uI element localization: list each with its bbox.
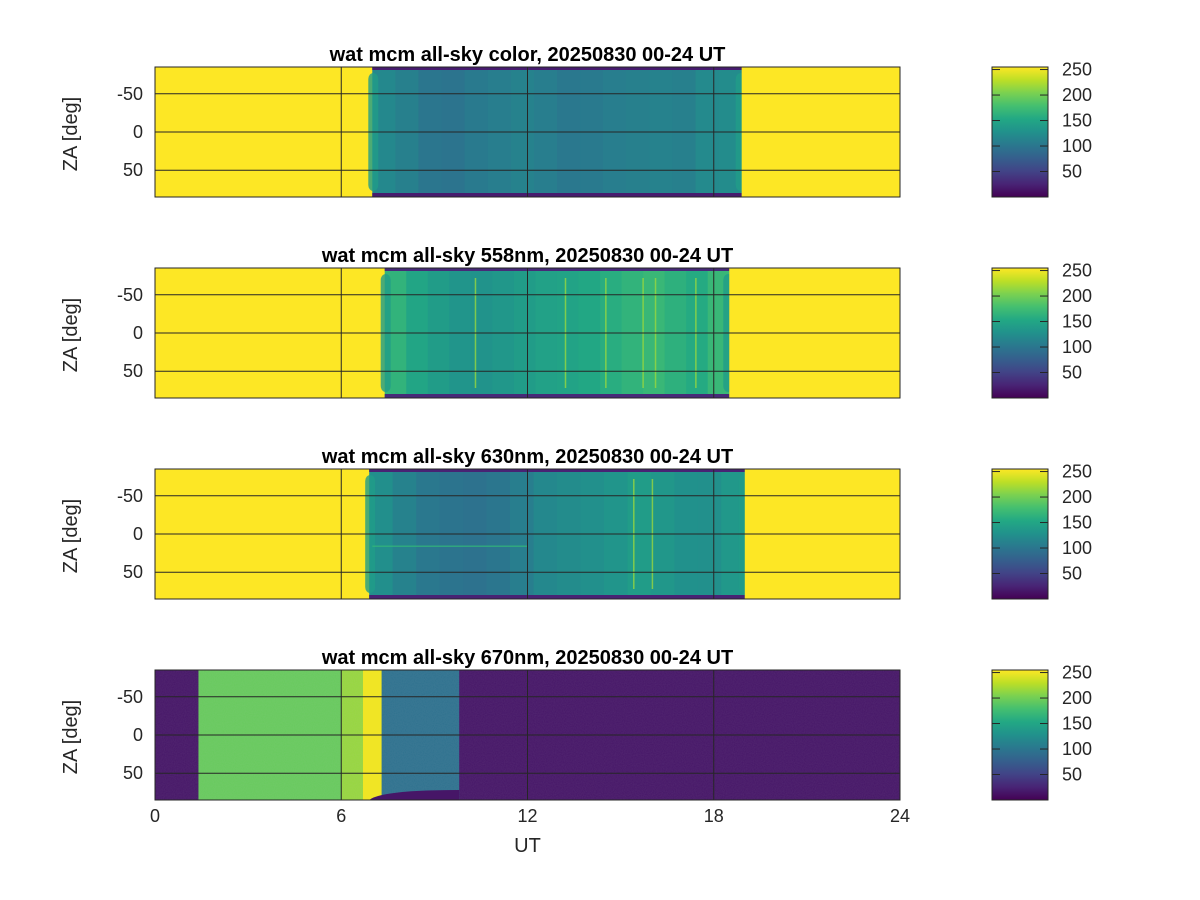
heatmap [155,67,901,197]
xtick-label: 0 [150,806,160,826]
colorbar-tick-label: 150 [1062,513,1092,533]
axes-box [154,267,901,399]
panel-3: wat mcm all-sky 630nm, 20250830 00-24 UT… [60,446,1092,600]
horizon-edge-bottom [369,790,460,800]
grid [155,268,900,398]
colorbar-tick-label: 150 [1062,714,1092,734]
ytick-label: 0 [133,323,143,343]
colorbar: 50 100 150 200 250 [991,261,1092,399]
ylabel: ZA [deg] [60,700,82,775]
colorbar-tick-label: 50 [1062,765,1082,785]
grid [155,67,900,197]
panel-2: wat mcm all-sky 558nm, 20250830 00-24 UT… [60,245,1092,399]
ytick-label: -50 [117,84,143,104]
grid [155,670,900,800]
panel-title: wat mcm all-sky 670nm, 20250830 00-24 UT [321,647,733,669]
axes-box [154,468,901,600]
colorbar-tick-label: 50 [1062,162,1082,182]
horizontal-artifact [372,545,528,547]
colorbar-gradient [992,268,1048,398]
colorbar: 50 100 150 200 250 [991,462,1092,600]
horizon-edge-bottom [384,394,730,398]
horizon-edge-top [384,268,730,271]
colorbar-box [991,669,1049,801]
xtick-label: 12 [517,806,537,826]
axes-box [154,66,901,198]
colorbar-tick-label: 250 [1062,261,1092,281]
ytick-label: 50 [123,361,143,381]
ytick-label: 0 [133,725,143,745]
ytick-label: 0 [133,524,143,544]
colorbar-gradient [992,670,1048,800]
ytick-label: 50 [123,562,143,582]
xlabel: UT [514,835,541,857]
colorbar-tick-label: 100 [1062,538,1092,558]
ytick-label: 50 [123,763,143,783]
colorbar-tick-label: 150 [1062,312,1092,332]
panel-1: wat mcm all-sky color, 20250830 00-24 UT… [60,44,1092,198]
panel-title: wat mcm all-sky color, 20250830 00-24 UT [329,44,726,66]
colorbar-tick-label: 50 [1062,363,1082,383]
xtick-label: 6 [336,806,346,826]
ylabel: ZA [deg] [60,499,82,574]
horizon-edge-top [369,469,745,472]
colorbar-tick-label: 200 [1062,85,1092,105]
colorbar-tick-label: 200 [1062,286,1092,306]
colorbar-tick-label: 250 [1062,462,1092,482]
colorbar-gradient [992,67,1048,197]
ytick-label: -50 [117,486,143,506]
xtick-label: 18 [704,806,724,826]
panel-title: wat mcm all-sky 630nm, 20250830 00-24 UT [321,446,733,468]
colorbar-tick-label: 250 [1062,60,1092,80]
colorbar-tick-label: 150 [1062,111,1092,131]
grid [155,469,900,599]
panel-4: wat mcm all-sky 670nm, 20250830 00-24 UT… [60,647,1092,857]
colorbar-tick-label: 100 [1062,337,1092,357]
colorbar: 50 100 150 200 250 [991,60,1092,198]
ylabel: ZA [deg] [60,97,82,172]
horizon-edge-top [372,67,742,70]
colorbar-tick-label: 200 [1062,487,1092,507]
ytick-label: 0 [133,122,143,142]
colorbar-box [991,66,1049,198]
colorbar-box [991,468,1049,600]
ytick-label: 50 [123,160,143,180]
colorbar: 50 100 150 200 250 [991,663,1092,801]
ylabel: ZA [deg] [60,298,82,373]
ytick-label: -50 [117,687,143,707]
colorbar-box [991,267,1049,399]
colorbar-gradient [992,469,1048,599]
ytick-label: -50 [117,285,143,305]
axes-box [154,669,901,801]
colorbar-tick-label: 100 [1062,136,1092,156]
colorbar-tick-label: 250 [1062,663,1092,683]
colorbar-tick-label: 100 [1062,739,1092,759]
colorbar-tick-label: 50 [1062,564,1082,584]
colorbar-tick-label: 200 [1062,688,1092,708]
horizon-edge-bottom [369,595,745,599]
horizon-edge-bottom [372,193,742,197]
panel-title: wat mcm all-sky 558nm, 20250830 00-24 UT [321,245,733,267]
xtick-label: 24 [890,806,910,826]
